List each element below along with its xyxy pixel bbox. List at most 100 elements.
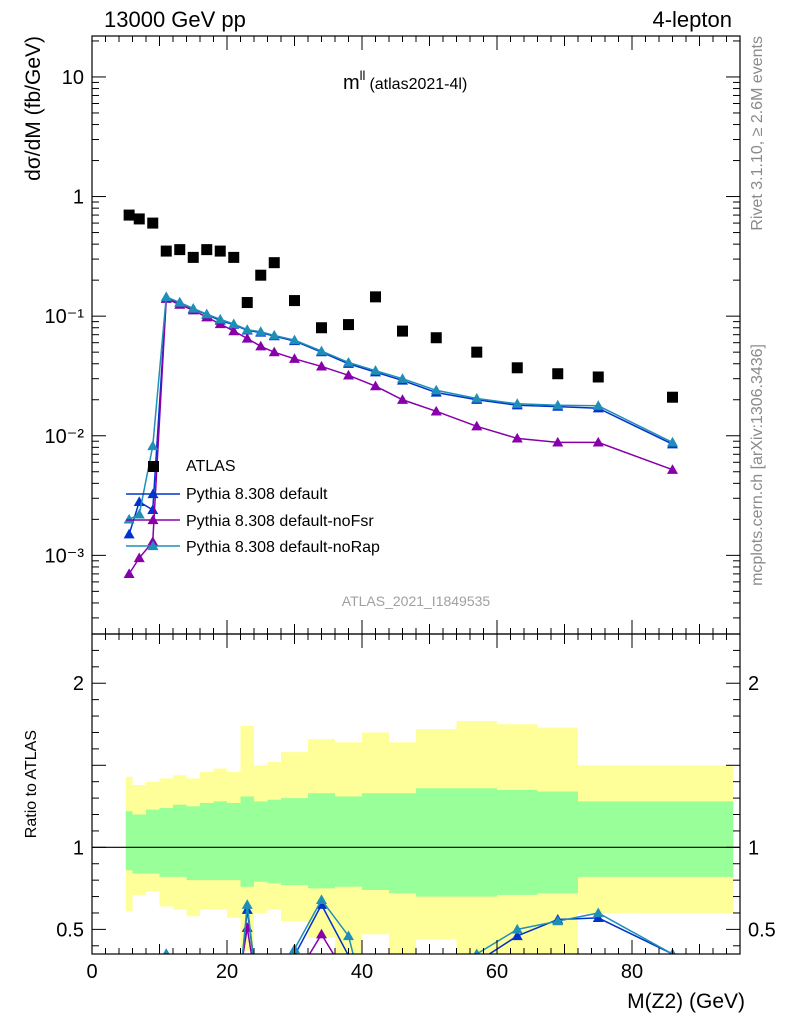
series-point-nofsr xyxy=(268,346,280,357)
data-point-atlas xyxy=(174,244,186,256)
series-point-norap xyxy=(174,297,186,307)
series-point-norap xyxy=(397,373,408,383)
ratio-y-tick-label: 1 xyxy=(73,837,84,859)
series-point-norap xyxy=(268,329,280,340)
band-inner xyxy=(240,796,254,887)
data-point-atlas xyxy=(370,291,381,303)
data-point-atlas xyxy=(123,209,135,221)
data-point-atlas xyxy=(667,391,678,403)
x-tick-label: 20 xyxy=(216,961,238,983)
plot-title: mll(atlas2021-4l) xyxy=(343,68,467,94)
data-point-atlas xyxy=(592,371,604,383)
ratio-point-default xyxy=(511,930,523,941)
data-point-atlas xyxy=(471,346,483,358)
series-point-nofsr xyxy=(255,340,267,351)
series-point-nofsr xyxy=(370,380,381,391)
series-point-norap xyxy=(667,436,678,447)
data-point-atlas xyxy=(430,332,442,344)
ratio-y-tick-label: 0.5 xyxy=(56,919,84,941)
data-point-atlas xyxy=(201,244,213,256)
ratio-point-norap xyxy=(473,948,480,954)
data-point-atlas xyxy=(552,368,564,380)
series-point-norap xyxy=(552,399,564,410)
series-point-norap xyxy=(241,324,253,334)
series-line-nofsr xyxy=(128,297,673,575)
ratio-point-default xyxy=(592,912,604,923)
band-inner xyxy=(186,806,200,881)
legend-label-nofsr: Pythia 8.308 default-noFsr xyxy=(186,513,374,530)
legend: ATLAS Pythia 8.308 default Pythia 8.308 … xyxy=(126,458,380,556)
ratio-y-tick-label-right: 0.5 xyxy=(748,919,776,941)
series-point-norap xyxy=(187,302,199,313)
series-point-nofsr xyxy=(123,568,135,579)
ratio-point-norap xyxy=(316,894,327,904)
band-inner xyxy=(146,809,160,874)
legend-label-atlas: ATLAS xyxy=(186,458,236,475)
data-point-atlas xyxy=(241,297,253,309)
legend-marker-default xyxy=(147,488,159,499)
legend-marker-nofsr xyxy=(147,514,159,525)
band-inner xyxy=(132,814,146,874)
legend-label-default: Pythia 8.308 default xyxy=(186,486,328,503)
series-point-nofsr xyxy=(511,432,523,443)
series-point-norap xyxy=(133,508,145,519)
xlabel: M(Z2) (GeV) xyxy=(627,990,745,1013)
legend-marker-atlas xyxy=(148,461,159,472)
y-tick-label: 10 xyxy=(62,67,84,89)
series-point-norap xyxy=(343,356,354,367)
series-point-nofsr xyxy=(241,333,253,343)
process-label: 4-lepton xyxy=(652,7,732,32)
ratio-y-tick-label: 2 xyxy=(73,673,84,695)
band-inner xyxy=(125,811,133,871)
ratio-point-norap xyxy=(343,930,354,941)
series-point-norap xyxy=(201,308,213,319)
ratio-point-norap xyxy=(592,907,604,918)
band-inner xyxy=(254,801,268,882)
ratio-point-norap xyxy=(241,899,253,909)
data-point-atlas xyxy=(147,217,159,229)
x-tick-label: 40 xyxy=(351,961,373,983)
ratio-point-norap xyxy=(511,923,523,934)
series-point-default xyxy=(147,504,159,515)
y-tick-label: 10⁻³ xyxy=(45,545,85,567)
energy-label: 13000 GeV pp xyxy=(104,7,246,32)
band-inner xyxy=(537,791,578,894)
main-series xyxy=(123,209,678,579)
series-point-norap xyxy=(255,326,267,336)
series-point-nofsr xyxy=(430,405,442,416)
series-point-norap xyxy=(370,365,381,375)
ratio-point-default xyxy=(316,899,327,909)
legend-label-norap: Pythia 8.308 default-noRap xyxy=(186,539,380,556)
series-point-norap xyxy=(289,334,300,345)
data-point-atlas xyxy=(214,245,226,257)
series-point-norap xyxy=(592,400,604,410)
series-point-nofsr xyxy=(397,394,408,404)
series-point-nofsr xyxy=(552,436,564,447)
data-point-atlas xyxy=(289,295,300,307)
band-inner xyxy=(213,801,227,881)
plot-title-superscript: ll xyxy=(360,68,366,83)
band-inner xyxy=(281,798,308,886)
ratio-y-tick-label-right: 2 xyxy=(748,673,759,695)
series-point-nofsr xyxy=(471,420,483,431)
series-point-norap xyxy=(511,398,523,408)
band-inner xyxy=(456,788,497,897)
ratio-ylabel: Ratio to ATLAS xyxy=(23,730,40,838)
series-point-nofsr xyxy=(289,353,300,363)
series-point-nofsr xyxy=(592,436,604,447)
data-point-atlas xyxy=(255,269,267,281)
data-point-atlas xyxy=(228,251,240,263)
band-inner xyxy=(335,796,362,887)
data-point-atlas xyxy=(268,257,280,269)
series-point-norap xyxy=(123,513,135,524)
band-inner xyxy=(173,804,187,877)
y-tick-label: 1 xyxy=(73,187,84,209)
plot-title-suffix: (atlas2021-4l) xyxy=(369,76,467,93)
x-tick-label: 0 xyxy=(86,961,97,983)
source-label: mcplots.cern.ch [arXiv:1306.3436] xyxy=(749,344,766,586)
band-inner xyxy=(362,793,389,890)
ratio-point-nofsr xyxy=(316,928,327,939)
data-point-atlas xyxy=(397,325,408,337)
